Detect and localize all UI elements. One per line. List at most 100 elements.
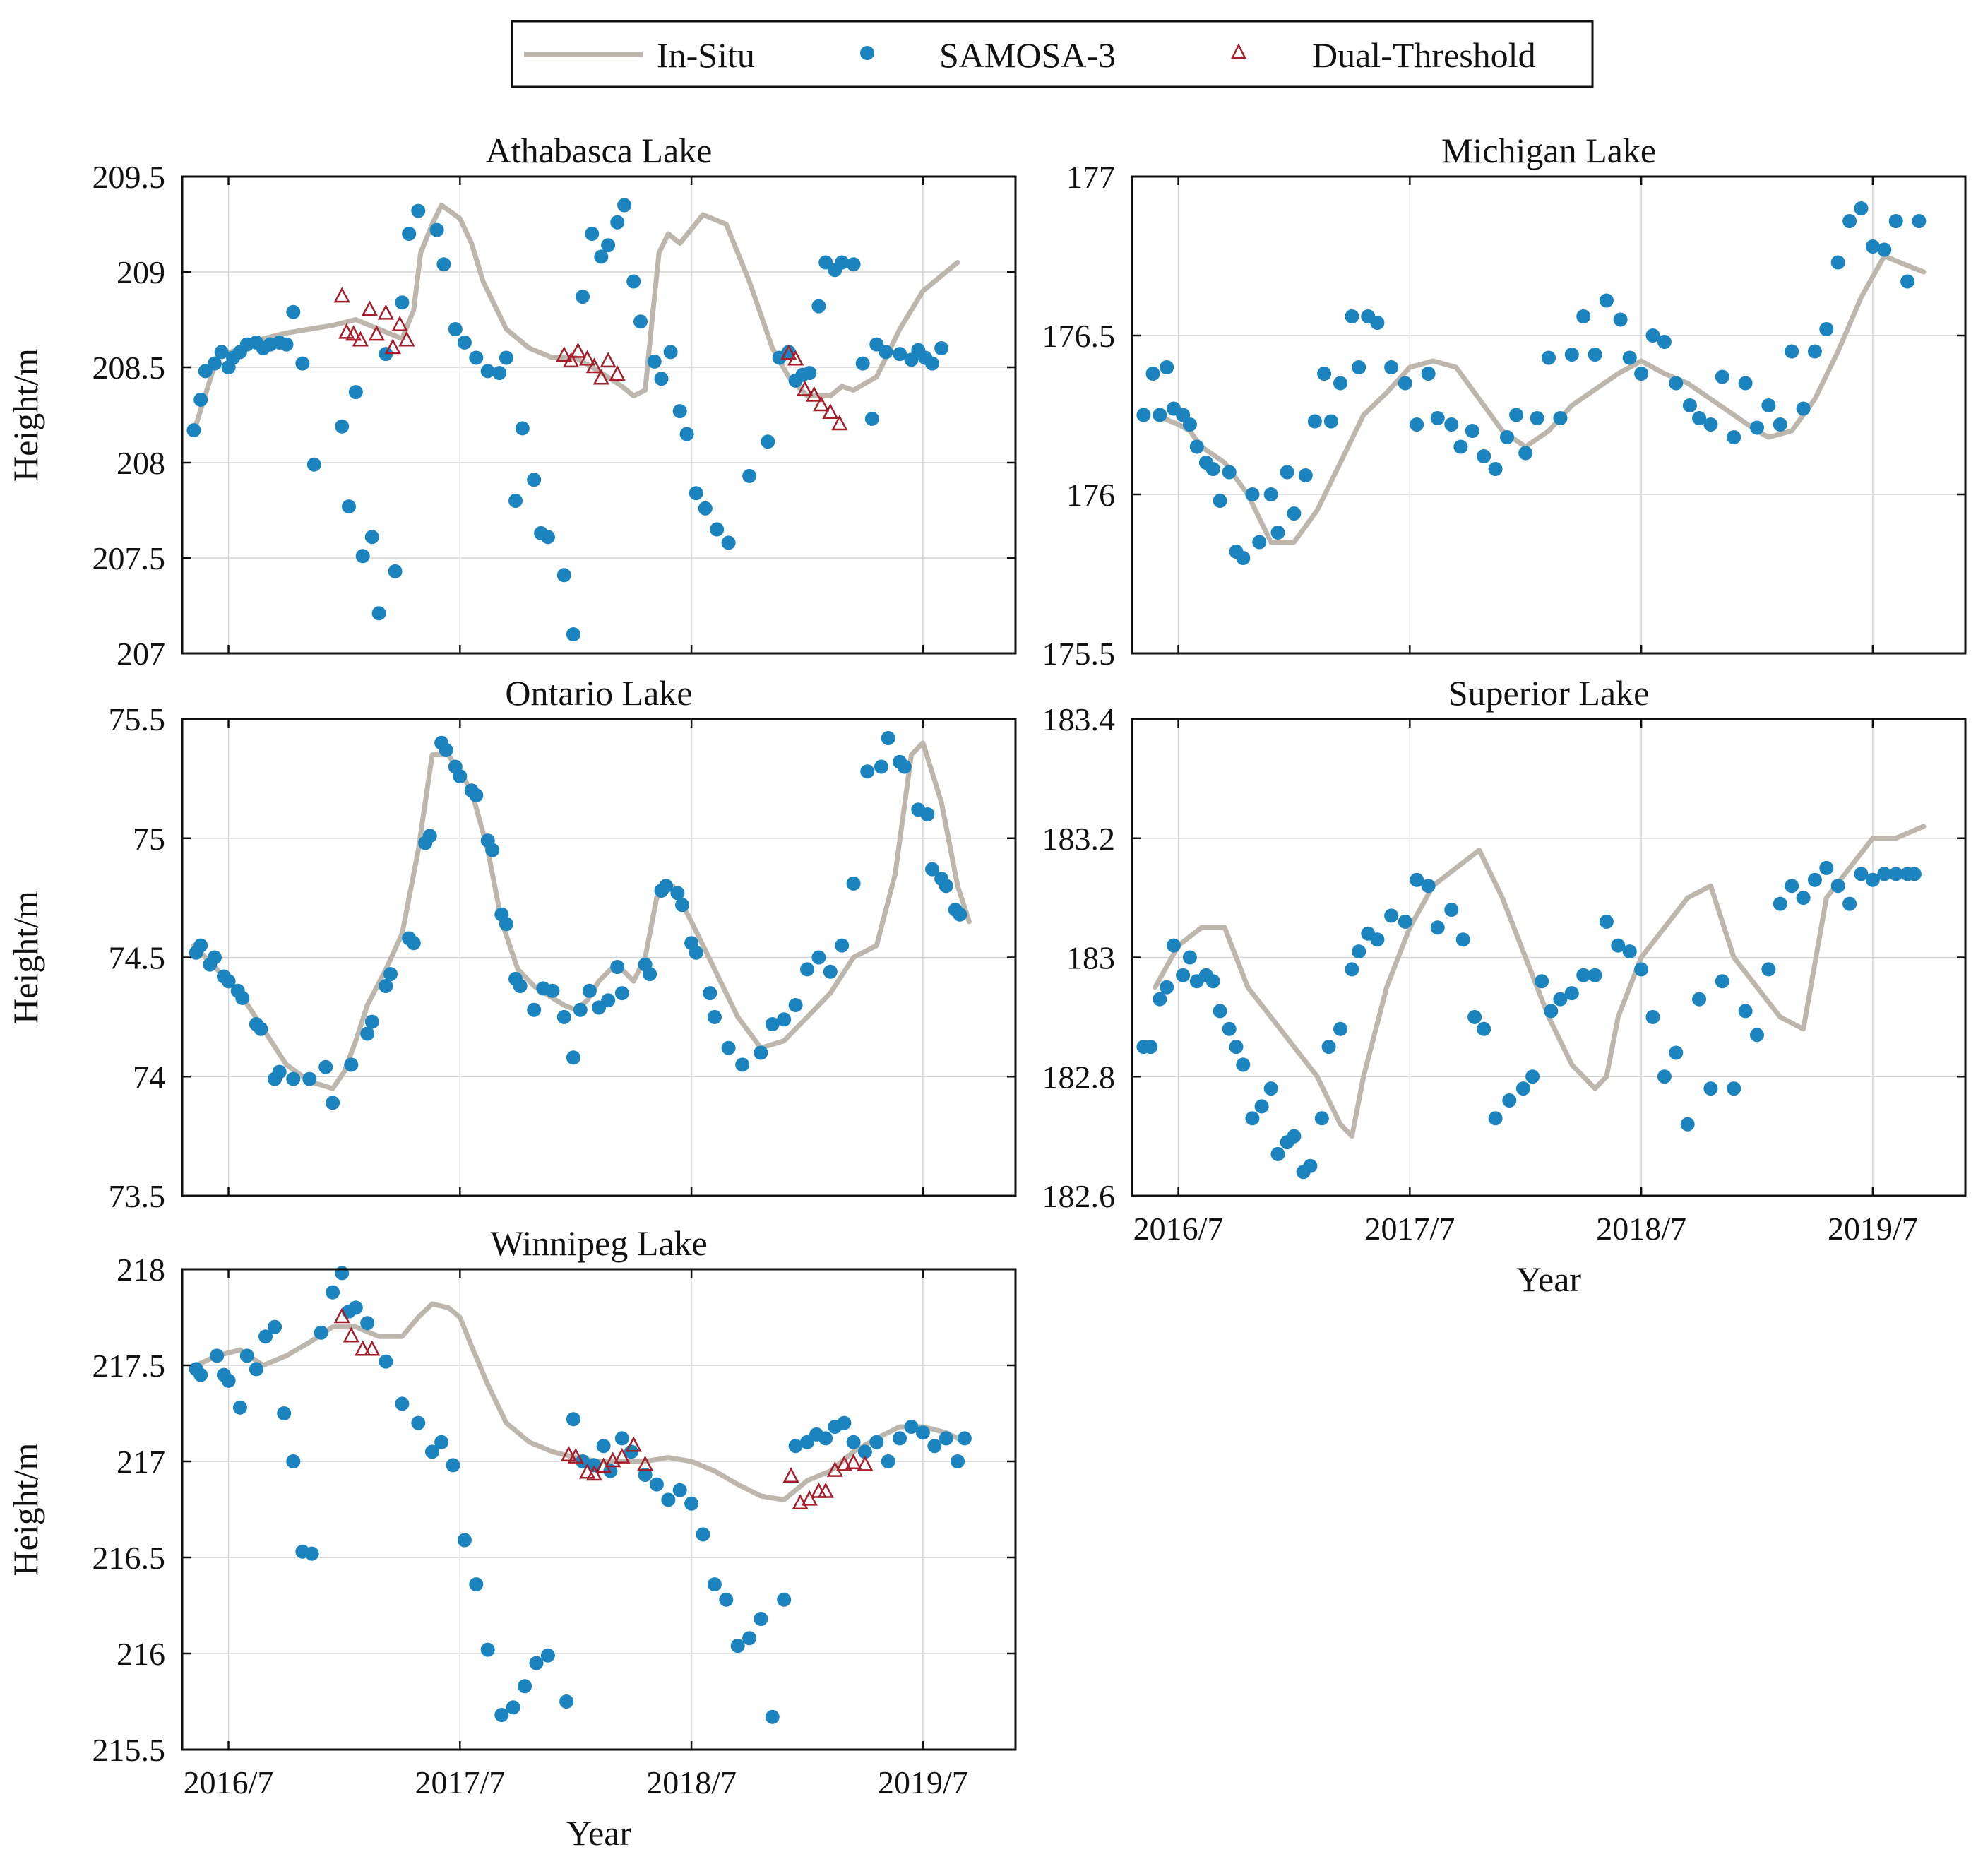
athabasca-dual-threshold-point: [352, 331, 369, 347]
ontario-samosa3-point: [254, 1021, 268, 1036]
michigan-in-situ-line: [1153, 254, 1927, 545]
athabasca-dual-threshold-point: [585, 357, 602, 374]
athabasca-samosa3-point: [721, 535, 736, 550]
ontario-samosa3-point: [193, 938, 208, 953]
winnipeg-samosa3-point: [881, 1454, 895, 1468]
michigan-samosa3-point: [1317, 367, 1332, 381]
ontario-samosa3-point: [811, 950, 826, 965]
michigan-samosa3-point: [1750, 420, 1764, 435]
winnipeg-samosa3-point: [672, 1483, 687, 1497]
winnipeg-samosa3-point: [239, 1348, 254, 1363]
winnipeg-y-tick-label: 216: [117, 1636, 165, 1672]
ontario-samosa3-point: [643, 967, 657, 982]
winnipeg-samosa3-point: [277, 1406, 292, 1420]
athabasca-samosa3-point: [610, 215, 625, 230]
legend-box: [511, 20, 1594, 88]
winnipeg-title: Winnipeg Lake: [490, 1223, 708, 1263]
winnipeg-dual-threshold-point: [579, 1463, 596, 1479]
superior-samosa3-point: [1314, 1111, 1329, 1126]
superior-samosa3-point: [1370, 932, 1385, 947]
ontario-samosa3-point: [360, 1026, 375, 1041]
superior-samosa3-point: [1680, 1117, 1695, 1132]
panel-athabasca: 209.5 209 208.5 208 207.5 207 Athabasca Lake He…: [6, 131, 1017, 672]
athabasca-samosa3-point: [286, 304, 301, 319]
superior-y-tick-label: 182.6: [1042, 1178, 1116, 1214]
superior-samosa3-point: [1738, 1004, 1753, 1019]
winnipeg-samosa3-point: [559, 1694, 574, 1709]
athabasca-samosa3-point: [864, 411, 879, 426]
michigan-samosa3-point: [1657, 335, 1672, 349]
michigan-samosa3-point: [1160, 360, 1174, 374]
michigan-samosa3-point: [1738, 376, 1753, 391]
winnipeg-samosa3-point: [614, 1431, 629, 1446]
michigan-samosa3-point: [1205, 462, 1220, 476]
ontario-samosa3-point: [754, 1045, 768, 1060]
ontario-samosa3-point: [823, 964, 838, 979]
winnipeg-samosa3-point: [249, 1362, 263, 1377]
michigan-samosa3-point: [1773, 417, 1787, 432]
athabasca-samosa3-point: [698, 501, 713, 516]
athabasca-dual-threshold-point: [797, 380, 814, 396]
ontario-samosa3-point: [582, 983, 597, 998]
superior-samosa3-point: [1865, 872, 1880, 887]
athabasca-samosa3-point: [279, 337, 294, 352]
athabasca-samosa3-point: [207, 356, 222, 371]
athabasca-dual-threshold-point: [384, 338, 401, 355]
winnipeg-y-tick-label: 216.5: [93, 1540, 166, 1576]
superior-samosa3-point: [1645, 1009, 1660, 1024]
michigan-samosa3-point: [1252, 535, 1267, 550]
ontario-samosa3-point: [614, 986, 629, 1001]
michigan-samosa3-point: [1145, 367, 1160, 381]
ontario-samosa3-point: [788, 998, 803, 1012]
winnipeg-samosa3-point: [425, 1444, 439, 1459]
ontario-samosa3-point: [897, 759, 912, 774]
michigan-samosa3-point: [1500, 430, 1514, 444]
athabasca-dual-threshold-point: [333, 287, 350, 303]
ontario-samosa3-point: [318, 1059, 333, 1074]
superior-y-tick-label: 183.4: [1042, 701, 1116, 737]
athabasca-y-tick-label: 207.5: [93, 540, 166, 576]
winnipeg-samosa3-point: [837, 1415, 852, 1430]
athabasca-dual-threshold-point: [600, 352, 617, 368]
legend: In-Situ SAMOSA-3 Dual-Threshold: [511, 20, 1594, 88]
athabasca-samosa3-point: [411, 203, 426, 218]
athabasca-samosa3-point: [402, 227, 417, 241]
athabasca-dual-threshold-point: [391, 315, 408, 331]
michigan-samosa3-point: [1213, 494, 1227, 508]
superior-samosa3-point: [1167, 938, 1181, 953]
michigan-samosa3-point: [1854, 201, 1869, 215]
winnipeg-y-axis-label: Height/m: [6, 1442, 45, 1576]
winnipeg-samosa3-point: [939, 1431, 953, 1446]
michigan-samosa3-point: [1634, 367, 1649, 381]
superior-samosa3-point: [1345, 962, 1359, 977]
superior-samosa3-point: [1245, 1111, 1260, 1126]
ontario-samosa3-point: [272, 1064, 287, 1079]
winnipeg-samosa3-point: [286, 1454, 301, 1468]
michigan-samosa3-point: [1785, 344, 1799, 359]
superior-samosa3-point: [1907, 867, 1922, 881]
ontario-samosa3-point: [874, 759, 888, 774]
panel-superior: 2016/7 2017/7 2018/7 2019/7 183.4 183.2 183 182…: [1042, 673, 1967, 1299]
winnipeg-samosa3-point: [596, 1439, 611, 1454]
ontario-samosa3-point: [721, 1040, 736, 1055]
superior-samosa3-point: [1544, 1004, 1559, 1019]
ontario-samosa3-point: [453, 769, 468, 783]
michigan-samosa3-point: [1444, 417, 1459, 432]
michigan-samosa3-point: [1307, 414, 1322, 429]
athabasca-samosa3-point: [710, 522, 725, 537]
michigan-y-tick-label: 175.5: [1042, 636, 1116, 672]
michigan-samosa3-point: [1645, 328, 1660, 343]
athabasca-y-tick-label: 209: [117, 254, 165, 290]
athabasca-samosa3-point: [893, 347, 907, 362]
ontario-samosa3-point: [601, 993, 616, 1008]
winnipeg-y-tick-label: 218: [117, 1252, 165, 1288]
superior-samosa3-point: [1263, 1081, 1278, 1096]
winnipeg-dual-threshold-point: [614, 1447, 631, 1464]
athabasca-samosa3-point: [371, 606, 386, 621]
ontario-samosa3-point: [485, 843, 500, 857]
winnipeg-samosa3-point: [788, 1439, 803, 1454]
michigan-samosa3-point: [1153, 408, 1167, 422]
ontario-samosa3-point: [573, 1002, 588, 1017]
athabasca-dual-threshold-point: [780, 344, 797, 360]
